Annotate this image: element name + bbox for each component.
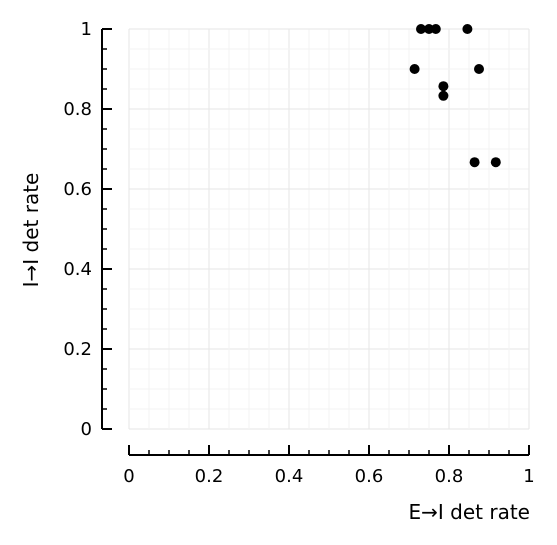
y-tick-label: 0.8	[63, 99, 92, 120]
grid	[128, 28, 530, 430]
x-tick-label: 0	[123, 466, 134, 487]
data-point	[474, 64, 484, 74]
x-tick-label: 0.4	[275, 466, 304, 487]
data-point	[416, 24, 426, 34]
data-point	[469, 157, 480, 168]
x-tick-label: 1	[523, 466, 534, 487]
data-point	[490, 157, 501, 168]
axes: 0 0.2 0.4 0.6 0.8 1 0 0.2 0.4 0.6 0.8 1	[63, 19, 534, 487]
y-tick-label: 0.2	[63, 339, 92, 360]
x-tick-label: 0.2	[195, 466, 224, 487]
y-tick-label: 0	[81, 419, 92, 440]
data-point	[409, 64, 420, 74]
x-tick-label: 0.6	[355, 466, 384, 487]
y-tick-label: 0.6	[63, 179, 92, 200]
x-tick-label: 0.8	[435, 466, 464, 487]
y-tick-label: 1	[81, 19, 92, 40]
data-points	[409, 24, 501, 168]
data-point	[462, 24, 473, 34]
y-axis-label: I→I det rate	[19, 173, 43, 288]
y-tick-label: 0.4	[63, 259, 92, 280]
data-point	[430, 24, 441, 34]
data-point	[438, 90, 449, 101]
data-point	[438, 81, 449, 92]
x-axis-label: E→I det rate	[409, 500, 530, 524]
